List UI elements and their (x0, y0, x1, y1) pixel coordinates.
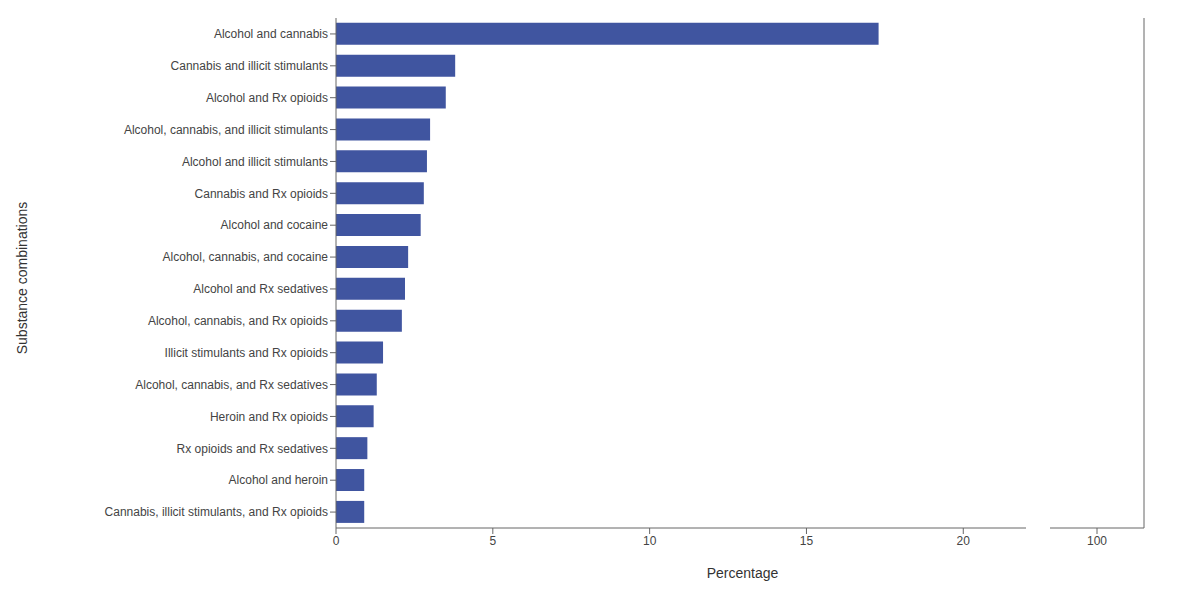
svg-text:Heroin and Rx opioids: Heroin and Rx opioids (210, 410, 328, 424)
svg-text:Alcohol, cannabis, and cocaine: Alcohol, cannabis, and cocaine (163, 250, 329, 264)
svg-text:0: 0 (333, 534, 340, 548)
svg-text:Alcohol, cannabis, and Rx opio: Alcohol, cannabis, and Rx opioids (148, 314, 328, 328)
html-text:Substance combinations: Substance combinations (14, 201, 30, 355)
svg-text:Alcohol and cocaine: Alcohol and cocaine (221, 218, 329, 232)
svg-text:Illicit stimulants and Rx opio: Illicit stimulants and Rx opioids (165, 346, 328, 360)
svg-text:Alcohol and Rx opioids: Alcohol and Rx opioids (206, 91, 328, 105)
svg-text:15: 15 (800, 534, 814, 548)
html-text:Percentage: Percentage (706, 565, 779, 581)
svg-text:100: 100 (1087, 534, 1107, 548)
svg-text:10: 10 (643, 534, 657, 548)
svg-text:Cannabis, illicit stimulants,: Cannabis, illicit stimulants, and Rx opi… (105, 505, 328, 519)
svg-text:Alcohol and illicit stimulants: Alcohol and illicit stimulants (182, 155, 328, 169)
svg-text:20: 20 (957, 534, 971, 548)
svg-text:Alcohol and Rx sedatives: Alcohol and Rx sedatives (193, 282, 328, 296)
svg-text:Alcohol, cannabis, and Rx seda: Alcohol, cannabis, and Rx sedatives (135, 378, 328, 392)
svg-text:Rx opioids and Rx sedatives: Rx opioids and Rx sedatives (177, 442, 328, 456)
svg-text:Alcohol, cannabis, and illicit: Alcohol, cannabis, and illicit stimulant… (124, 123, 328, 137)
svg-text:Cannabis and Rx opioids: Cannabis and Rx opioids (195, 187, 328, 201)
svg-text:Alcohol and cannabis: Alcohol and cannabis (214, 27, 328, 41)
svg-text:Cannabis and illicit stimulant: Cannabis and illicit stimulants (171, 59, 328, 73)
svg-text:Alcohol and heroin: Alcohol and heroin (229, 473, 328, 487)
svg-text:5: 5 (489, 534, 496, 548)
